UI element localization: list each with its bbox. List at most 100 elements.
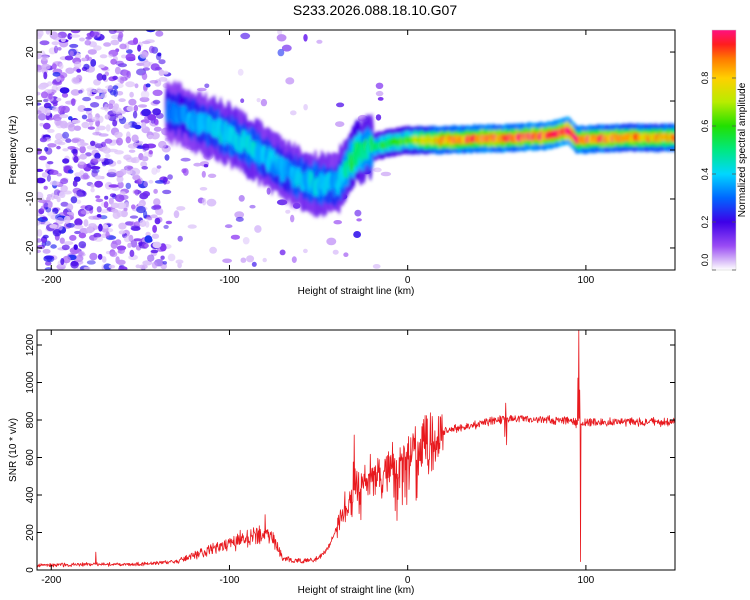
noise-blob [143, 180, 148, 187]
noise-blob [71, 76, 80, 84]
noise-blob [94, 95, 103, 100]
noise-blob [42, 234, 49, 239]
noise-blob [80, 210, 91, 215]
noise-blob [152, 224, 158, 233]
noise-blob [104, 71, 110, 77]
noise-blob [56, 97, 62, 102]
noise-blob [153, 198, 161, 206]
noise-blob [64, 55, 74, 61]
noise-blob [139, 96, 150, 103]
noise-blob [102, 161, 107, 167]
noise-blob [116, 175, 124, 183]
noise-blob [187, 224, 197, 229]
snr-y-tick-label: 1200 [25, 333, 36, 356]
noise-blob [85, 152, 92, 157]
noise-blob [199, 187, 208, 191]
noise-blob [118, 230, 126, 235]
noise-blob [47, 211, 56, 217]
noise-blob [77, 105, 86, 112]
spectrogram-x-axis: -200 -100 0 100 [41, 30, 595, 286]
noise-blob [100, 157, 105, 162]
noise-blob [84, 204, 94, 211]
noise-blob [59, 87, 70, 94]
noise-blob [155, 112, 164, 119]
noise-blob [86, 145, 98, 150]
noise-blob [56, 172, 62, 177]
noise-blob [249, 204, 256, 209]
noise-blob [86, 226, 94, 234]
noise-blob [142, 60, 151, 68]
noise-blob [137, 202, 144, 207]
noise-blob [119, 43, 127, 50]
noise-blob [100, 106, 109, 110]
noise-blob [277, 30, 283, 36]
spectrogram-ridge [164, 79, 675, 219]
colorbar-tick-label: 0.4 [700, 168, 710, 181]
spectrogram-x-tick-label: 100 [578, 275, 595, 286]
noise-blob [73, 125, 82, 131]
noise-blob [44, 107, 51, 116]
noise-blob [56, 196, 61, 203]
noise-blob [118, 222, 127, 230]
noise-blob [93, 232, 102, 238]
noise-blob [81, 121, 90, 129]
noise-blob [104, 114, 111, 120]
noise-blob [44, 146, 49, 152]
noise-blob [108, 184, 119, 188]
noise-blob [118, 31, 124, 39]
noise-blob [78, 251, 85, 256]
noise-blob [114, 150, 124, 155]
snr-y-tick-label: 400 [25, 486, 36, 503]
noise-blob [121, 54, 127, 59]
noise-blob [70, 196, 78, 204]
noise-blob [204, 83, 210, 89]
noise-blob [62, 158, 70, 164]
noise-blob [69, 50, 74, 57]
noise-blob [57, 141, 66, 146]
snr-x-tick-label: 100 [578, 575, 595, 586]
noise-blob [114, 131, 123, 138]
noise-blob [90, 102, 100, 108]
noise-blob [126, 70, 131, 79]
noise-blob [182, 168, 189, 176]
snr-y-axis: 0 200 400 600 800 1000 1200 [25, 333, 675, 573]
noise-blob [79, 37, 85, 42]
noise-blob [73, 155, 79, 163]
noise-blob [152, 241, 162, 249]
noise-blob [108, 197, 114, 205]
noise-blob [242, 237, 250, 245]
noise-blob [56, 145, 61, 150]
noise-blob [47, 143, 57, 148]
noise-blob [59, 237, 65, 244]
noise-blob [73, 224, 84, 229]
noise-blob [151, 233, 160, 239]
noise-blob [375, 114, 382, 121]
noise-blob [53, 189, 61, 197]
noise-blob [111, 240, 117, 245]
noise-blob [91, 169, 98, 178]
noise-blob [115, 60, 124, 66]
noise-blob [62, 255, 71, 264]
noise-blob [93, 79, 101, 86]
noise-blob [71, 98, 76, 106]
noise-blob [372, 264, 381, 269]
noise-blob [49, 224, 58, 229]
noise-blob [119, 168, 127, 176]
noise-blob [43, 71, 48, 80]
noise-blob [157, 52, 162, 57]
noise-blob [81, 57, 87, 62]
noise-blob [124, 42, 130, 51]
noise-blob [70, 30, 81, 34]
noise-blob [158, 59, 166, 65]
noise-blob [37, 67, 43, 73]
spectrogram-y-tick-label: -10 [25, 191, 36, 206]
spectrogram-y-axis: -20 -10 0 10 20 [25, 46, 675, 255]
noise-blob [52, 71, 61, 77]
noise-blob [79, 145, 86, 154]
noise-blob [277, 48, 285, 57]
noise-blob [87, 56, 93, 61]
noise-blob [37, 148, 42, 155]
noise-blob [60, 37, 66, 43]
noise-blob [167, 174, 173, 180]
